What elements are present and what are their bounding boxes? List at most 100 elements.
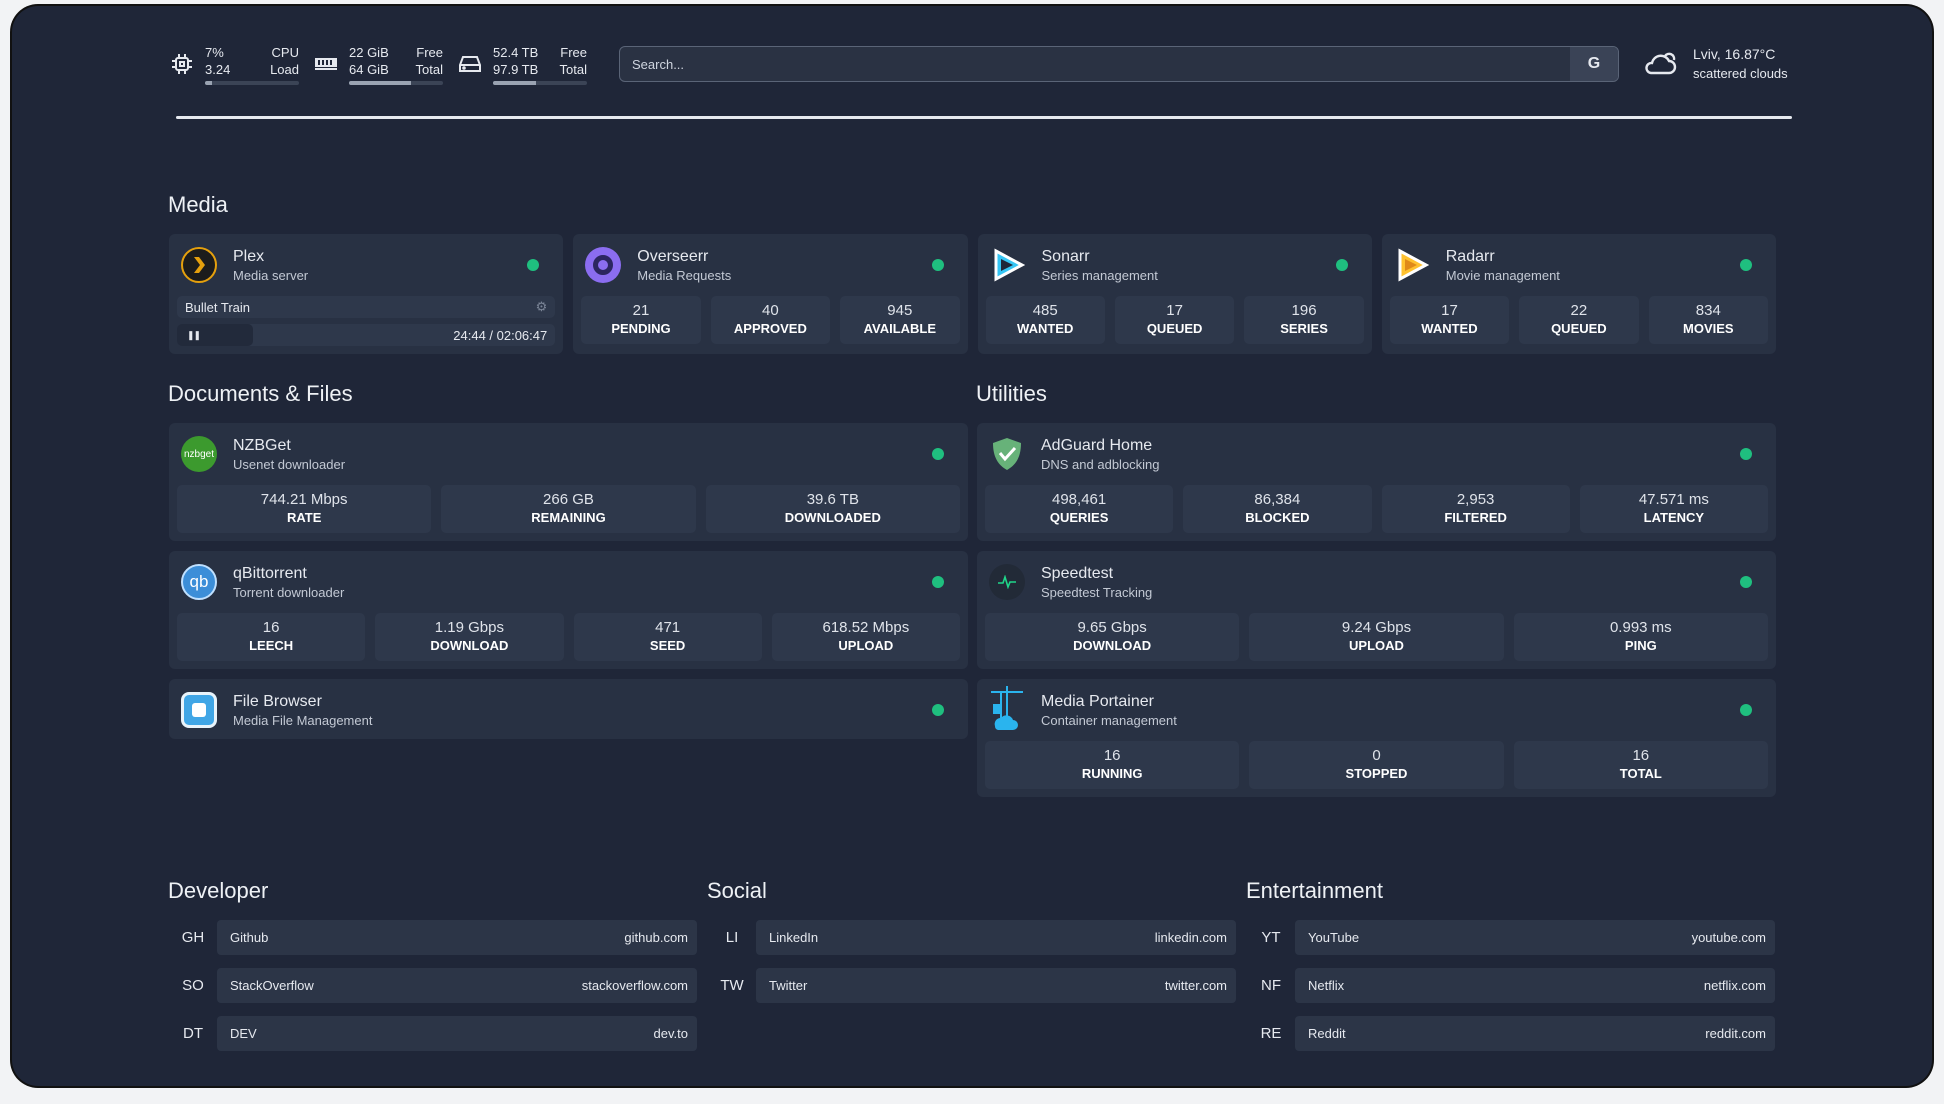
card-header: Speedtest Speedtest Tracking <box>985 561 1768 603</box>
disk-free: 52.4 TB <box>493 44 539 60</box>
bar-fill <box>493 80 537 85</box>
google-search-button[interactable]: G <box>1570 47 1618 81</box>
stat-running: 16 RUNNING <box>985 741 1240 789</box>
total-label: Total <box>559 61 587 77</box>
bookmark-dev[interactable]: DT DEV dev.to <box>169 1016 697 1051</box>
bookmark-linkedin[interactable]: LI LinkedIn linkedin.com <box>708 920 1236 955</box>
stat-label: SEED <box>649 638 686 653</box>
stat-upload: 618.52 Mbps UPLOAD <box>771 613 960 661</box>
bookmark-netflix[interactable]: NF Netflix netflix.com <box>1247 968 1775 1003</box>
stat-label: RATE <box>286 510 322 525</box>
bookmark-link[interactable]: YouTube youtube.com <box>1295 920 1775 955</box>
bookmark-name: StackOverflow <box>230 978 314 993</box>
section-title-entertainment: Entertainment <box>1246 878 1383 903</box>
stats-row: 744.21 Mbps RATE 266 GB REMAINING 39.6 TB DOW… <box>177 485 960 533</box>
stat-downloaded: 39.6 TB DOWNLOADED <box>705 485 960 533</box>
stat-value: 9.24 Gbps <box>1341 619 1412 636</box>
section-title-utilities: Utilities <box>976 381 1047 406</box>
bookmark-abbr: GH <box>181 929 205 946</box>
stat-value: 17 <box>1166 302 1183 319</box>
bookmark-name: YouTube <box>1308 930 1360 945</box>
settings-icon[interactable]: ⚙ <box>535 299 548 314</box>
stat-upload: 9.24 Gbps UPLOAD <box>1249 613 1504 661</box>
card-header: Sonarr Series management <box>986 244 1364 286</box>
service-card-nzbget[interactable]: nzbget NZBGet Usenet downloader 744.21 Mbps… <box>169 423 968 541</box>
bookmark-link[interactable]: Reddit reddit.com <box>1295 1016 1775 1051</box>
playback-progress[interactable]: ❚❚ 24:44 / 02:06:47 <box>177 324 556 346</box>
bookmark-stackoverflow[interactable]: SO StackOverflow stackoverflow.com <box>169 968 697 1003</box>
bookmark-link[interactable]: DEV dev.to <box>217 1016 697 1051</box>
stat-value: 266 GB <box>543 491 594 508</box>
stats-row: 16 RUNNING 0 STOPPED 16 TOTAL <box>985 741 1768 789</box>
bookmark-youtube[interactable]: YT YouTube youtube.com <box>1247 920 1775 955</box>
playback-time: 24:44 / 02:06:47 <box>453 327 548 343</box>
bookmark-url: dev.to <box>653 1026 688 1041</box>
cpu-usage: 7% <box>205 44 224 60</box>
stat-label: QUERIES <box>1049 510 1109 525</box>
bookmark-reddit[interactable]: RE Reddit reddit.com <box>1247 1016 1775 1051</box>
speedtest-pulse-icon <box>989 564 1025 600</box>
bookmark-name: Github <box>230 930 269 945</box>
service-card-radarr[interactable]: Radarr Movie management 17 WANTED 22 QUEUED 83… <box>1381 234 1776 354</box>
nzbget-icon: nzbget <box>181 436 217 472</box>
bookmark-url: youtube.com <box>1691 930 1766 945</box>
service-name: Plex <box>233 247 265 265</box>
stat-value: 39.6 TB <box>806 491 859 508</box>
stat-label: LEECH <box>249 638 294 653</box>
stat-label: APPROVED <box>733 321 807 336</box>
status-indicator <box>931 259 944 271</box>
card-header: AdGuard Home DNS and adblocking <box>985 433 1768 475</box>
stat-value: 86,384 <box>1254 491 1301 508</box>
stat-value: 40 <box>762 302 779 319</box>
service-card-speedtest[interactable]: Speedtest Speedtest Tracking 9.65 Gbps DOWN… <box>977 551 1776 669</box>
service-info: NZBGet Usenet downloader <box>233 436 932 473</box>
bookmark-link[interactable]: StackOverflow stackoverflow.com <box>217 968 697 1003</box>
stat-value: 945 <box>887 302 913 319</box>
pause-icon[interactable]: ❚❚ <box>187 329 201 340</box>
bookmark-abbr: TW <box>720 977 744 994</box>
free-label: Free <box>416 44 443 60</box>
bookmark-link[interactable]: Netflix netflix.com <box>1295 968 1775 1003</box>
bookmark-twitter[interactable]: TW Twitter twitter.com <box>708 968 1236 1003</box>
bookmark-link[interactable]: LinkedIn linkedin.com <box>756 920 1236 955</box>
card-header: Overseerr Media Requests <box>581 244 959 286</box>
bookmark-link[interactable]: Github github.com <box>217 920 697 955</box>
service-card-media-portainer[interactable]: Media Portainer Container management 16 RUN… <box>977 679 1776 797</box>
bookmark-name: Netflix <box>1308 978 1345 993</box>
service-card-plex[interactable]: Plex Media server Bullet Train ⚙ ❚❚ 24:44 / 0… <box>169 234 564 354</box>
stats-row: 17 WANTED 22 QUEUED 834 MOVIES <box>1389 296 1769 344</box>
service-description: Media File Management <box>233 712 373 728</box>
section-title-developer: Developer <box>168 878 269 903</box>
service-card-sonarr[interactable]: Sonarr Series management 485 WANTED 17 QUEUED… <box>977 234 1372 354</box>
stat-label: MOVIES <box>1683 321 1734 336</box>
stat-value: 16 <box>1632 747 1650 764</box>
stat-label: WANTED <box>1421 321 1478 336</box>
status-indicator <box>1335 259 1348 271</box>
service-description: Usenet downloader <box>233 456 346 472</box>
service-card-file-browser[interactable]: File Browser Media File Management <box>169 679 968 739</box>
service-card-adguard-home[interactable]: AdGuard Home DNS and adblocking 498,461 QUE… <box>977 423 1776 541</box>
search-input[interactable] <box>620 47 1570 81</box>
stat-value: 9.65 Gbps <box>1077 619 1147 636</box>
service-name: Overseerr <box>637 247 709 265</box>
bookmark-link[interactable]: Twitter twitter.com <box>756 968 1236 1003</box>
stat-label: AVAILABLE <box>863 321 937 336</box>
disk-bar <box>493 80 587 85</box>
file-browser-icon <box>181 692 217 728</box>
stat-filtered: 2,953 FILTERED <box>1381 485 1570 533</box>
service-name: Media Portainer <box>1041 692 1154 710</box>
service-card-overseerr[interactable]: Overseerr Media Requests 21 PENDING 40 APPROV… <box>573 234 968 354</box>
stat-pending: 21 PENDING <box>581 296 701 344</box>
bar-fill <box>349 80 412 85</box>
service-info: Overseerr Media Requests <box>637 247 931 284</box>
weather-condition: scattered clouds <box>1693 66 1788 81</box>
service-description: Torrent downloader <box>233 584 345 600</box>
service-name: Radarr <box>1445 247 1495 265</box>
service-card-qbittorrent[interactable]: qb qBittorrent Torrent downloader 16 LEECH 1.… <box>169 551 968 669</box>
entertainment-bookmarks: YT YouTube youtube.com NF Netflix netflix.com… <box>1247 920 1775 1064</box>
section-title-media: Media <box>168 192 228 217</box>
load-label: Load <box>270 61 299 77</box>
stats-row: 9.65 Gbps DOWNLOAD 9.24 Gbps UPLOAD 0.993 ms… <box>985 613 1768 661</box>
stat-label: DOWNLOAD <box>430 638 509 653</box>
bookmark-github[interactable]: GH Github github.com <box>169 920 697 955</box>
